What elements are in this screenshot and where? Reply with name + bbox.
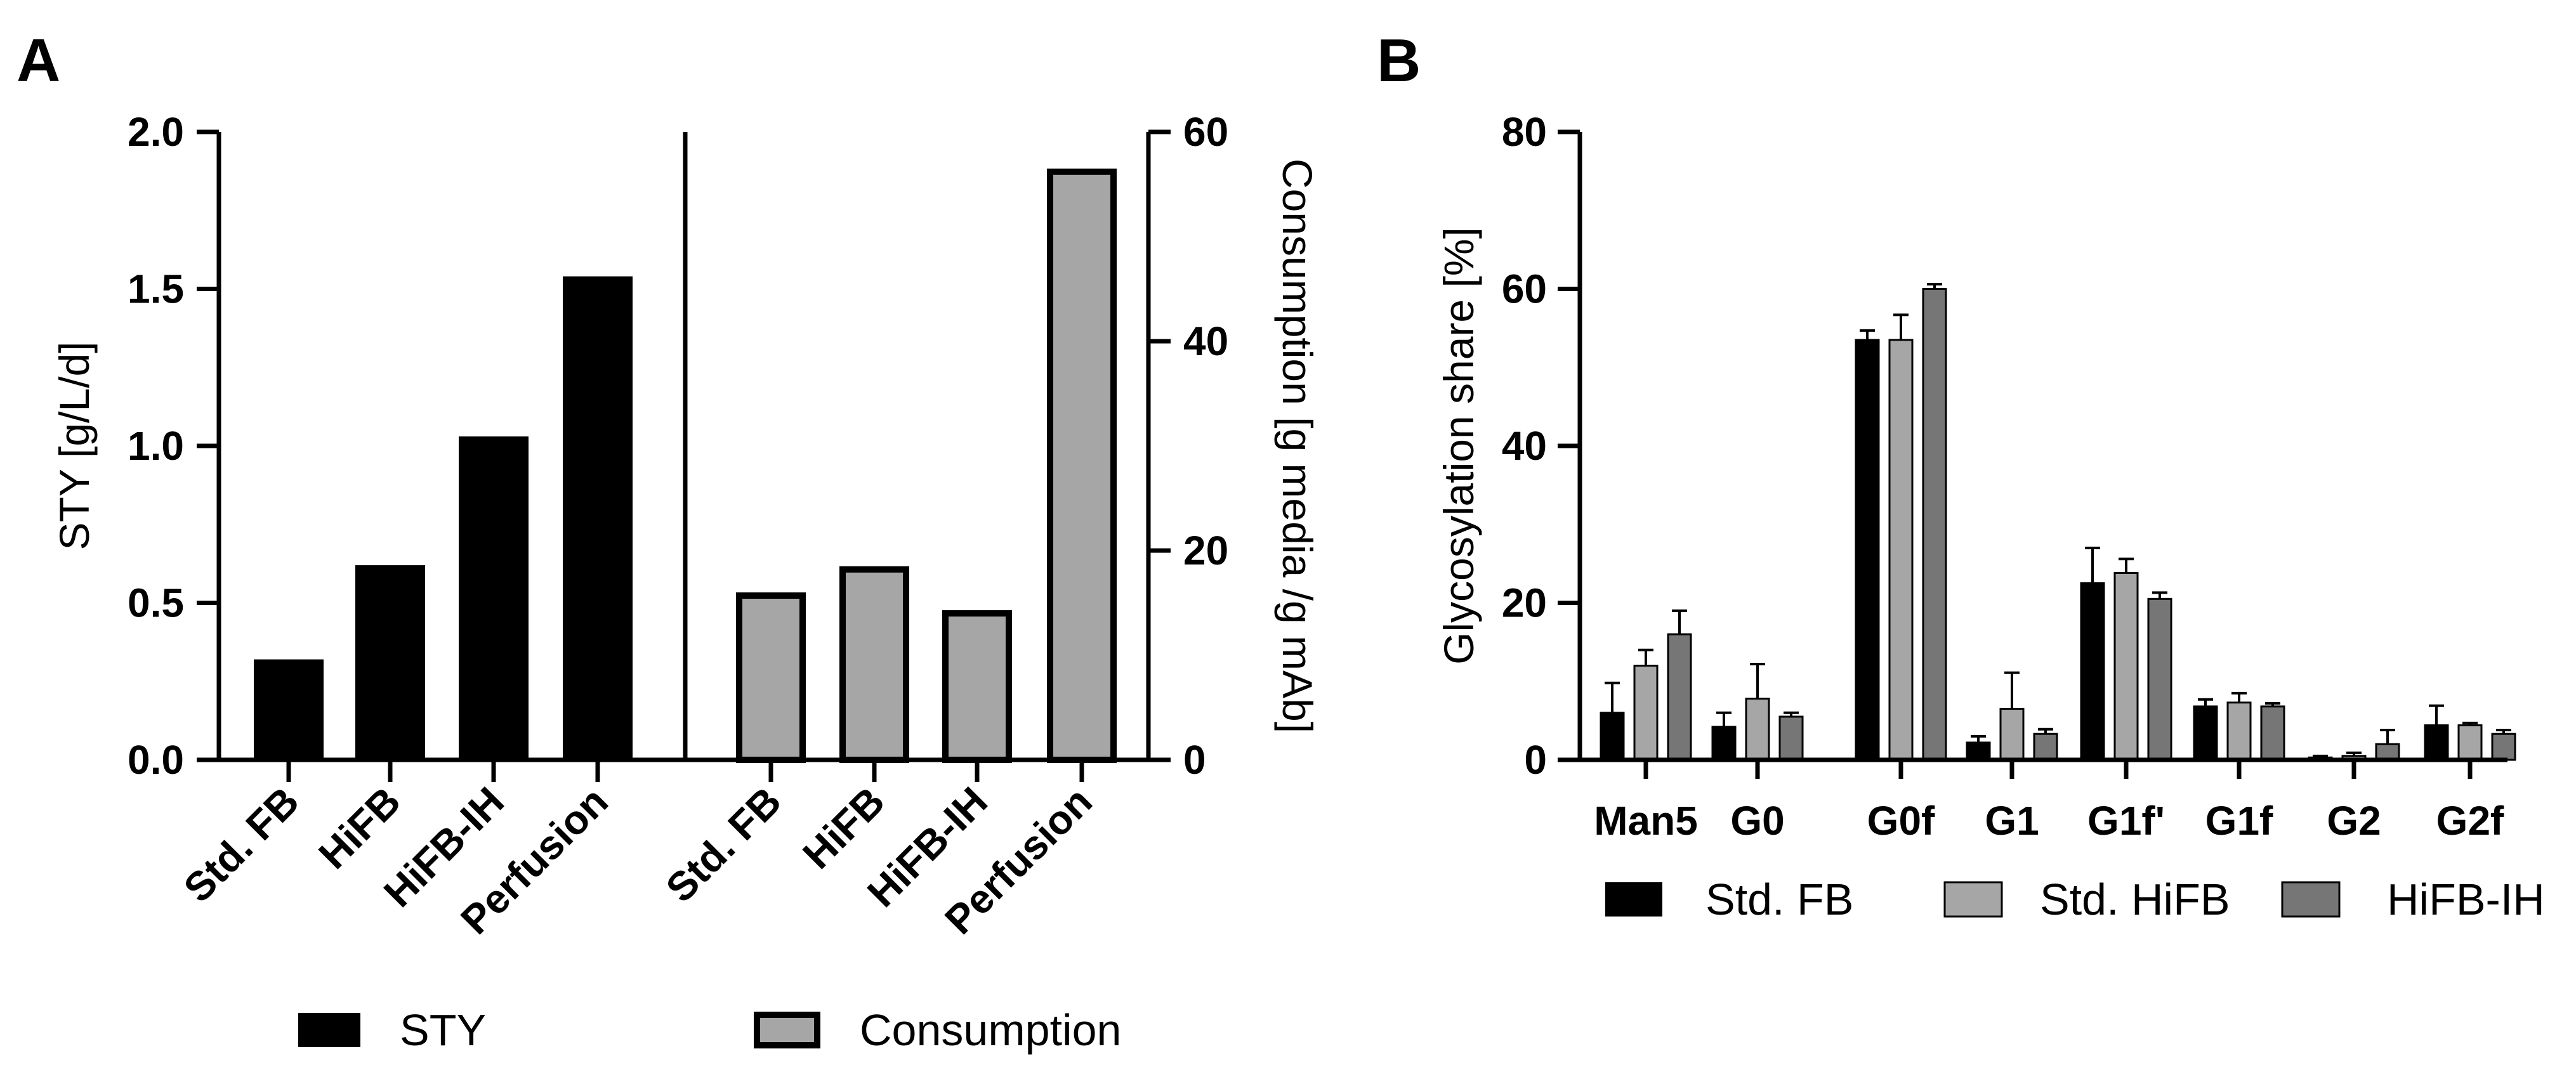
bar-hifb-ih-g2f — [2491, 733, 2516, 761]
bar-std-hifb-g0 — [1745, 697, 1770, 761]
y-tick-label-b: 40 — [1502, 423, 1547, 469]
left-y-tick-label: 2.0 — [128, 109, 184, 155]
y-axis-label-b: Glycosylation share [%] — [1435, 227, 1482, 665]
x-category-label-hifb: HiFB — [794, 778, 893, 877]
consumption-bar-std-fb — [736, 592, 806, 763]
bar-std-hifb-g1 — [1999, 708, 2025, 761]
x-category-label-g2f: G2f — [2436, 798, 2504, 844]
y-tick-label-b: 80 — [1502, 109, 1547, 155]
bar-std-fb-g0f — [1855, 339, 1880, 761]
legend-swatch-std-hifb — [1943, 881, 2003, 918]
x-category-label-man5: Man5 — [1594, 798, 1698, 844]
legend-a: STY Consumption — [298, 1005, 1121, 1055]
x-category-label-g1: G1 — [1985, 798, 2039, 844]
x-categories-b: Man5 G0 G0f G1 G1f' G1f G2 G2f — [1594, 760, 2504, 844]
legend-b: Std. FB Std. HiFB HiFB-IH — [1605, 875, 2545, 924]
bar-hifb-ih-man5 — [1667, 633, 1692, 761]
x-category-label-g2: G2 — [2327, 798, 2381, 844]
y-ticks-b: 0 20 40 60 80 — [1502, 109, 1580, 783]
left-y-tick-label: 0.5 — [128, 580, 184, 626]
sty-bar-hifb — [355, 565, 425, 760]
bar-std-fb-man5 — [1600, 712, 1625, 761]
bar-std-fb-g1f — [2193, 705, 2218, 761]
right-y-tick-label: 60 — [1183, 109, 1228, 155]
bar-hifb-ih-g1 — [2033, 733, 2058, 761]
consumption-bars — [736, 168, 1117, 763]
left-y-axis-label: STY [g/L/d] — [51, 342, 98, 551]
legend-swatch-std-fb — [1605, 882, 1662, 917]
error-bars — [1605, 283, 2511, 758]
panel-a-label: A — [16, 27, 60, 95]
y-tick-label-b: 0 — [1524, 737, 1547, 783]
bar-hifb-ih-g1f — [2260, 705, 2285, 761]
sty-bar-hifb-ih — [459, 436, 529, 760]
consumption-bar-perfusion — [1047, 168, 1117, 763]
x-category-label-g1f: G1f' — [2087, 798, 2165, 844]
bar-hifb-ih-g0 — [1778, 715, 1804, 761]
chart-b: 0 20 40 60 80 Man5 G0 G0f G1 G1f' G1f G2 G2f Glycos… — [1435, 109, 2545, 924]
bar-std-fb-g1 — [1966, 741, 1991, 761]
bar-hifb-ih-g2 — [2375, 743, 2400, 761]
bar-std-fb-g1f — [2080, 582, 2105, 761]
legend-swatch-hifb-ih — [2281, 881, 2341, 918]
panel-b-label: B — [1377, 27, 1421, 95]
x-category-label-g1f: G1f — [2205, 798, 2273, 844]
bar-std-fb-g2f — [2424, 724, 2449, 761]
glycosylation-bars — [1600, 288, 2516, 761]
y-tick-label-b: 20 — [1502, 580, 1547, 626]
consumption-bar-hifb-ih — [942, 610, 1012, 763]
left-y-ticks: 0.0 0.5 1.0 1.5 2.0 — [128, 109, 219, 783]
bar-hifb-ih-g0f — [1922, 288, 1947, 761]
sty-bar-perfusion — [563, 276, 633, 760]
bar-std-hifb-g1f — [2113, 571, 2139, 761]
right-y-ticks: 0 20 40 60 — [1148, 109, 1228, 783]
legend-label-consumption: Consumption — [860, 1005, 1121, 1055]
left-y-tick-label: 1.0 — [128, 423, 184, 469]
bar-std-fb-g0 — [1711, 726, 1737, 761]
right-y-tick-label: 40 — [1183, 318, 1228, 364]
x-category-label-g0f: G0f — [1867, 798, 1935, 844]
right-y-tick-label: 20 — [1183, 528, 1228, 573]
x-category-label-std-fb: Std. FB — [175, 778, 308, 911]
right-y-tick-label: 0 — [1183, 737, 1206, 783]
bar-std-hifb-man5 — [1633, 665, 1659, 761]
legend-swatch-sty — [298, 1013, 360, 1047]
legend-label-sty: STY — [400, 1005, 486, 1055]
legend-label-hifb-ih: HiFB-IH — [2387, 875, 2545, 924]
bar-std-hifb-g1f — [2226, 701, 2252, 761]
left-y-tick-label: 1.5 — [128, 266, 184, 312]
right-y-axis-label: Consumption [g media /g mAb] — [1274, 159, 1321, 733]
y-tick-label-b: 60 — [1502, 266, 1547, 312]
legend-label-std-fb: Std. FB — [1705, 875, 1853, 924]
consumption-bar-hifb — [839, 566, 909, 763]
bar-std-hifb-g0f — [1888, 339, 1914, 761]
bar-std-hifb-g2f — [2457, 724, 2483, 761]
sty-bar-std-fb — [254, 659, 324, 760]
legend-label-std-hifb: Std. HiFB — [2040, 875, 2230, 924]
x-category-label-hifb: HiFB — [310, 778, 409, 877]
bar-hifb-ih-g1f — [2147, 597, 2172, 761]
legend-swatch-consumption — [754, 1012, 820, 1048]
x-category-label-g0: G0 — [1730, 798, 1784, 844]
sty-bars — [254, 276, 633, 760]
left-y-tick-label: 0.0 — [128, 737, 184, 783]
x-category-label-std-fb: Std. FB — [657, 778, 790, 911]
